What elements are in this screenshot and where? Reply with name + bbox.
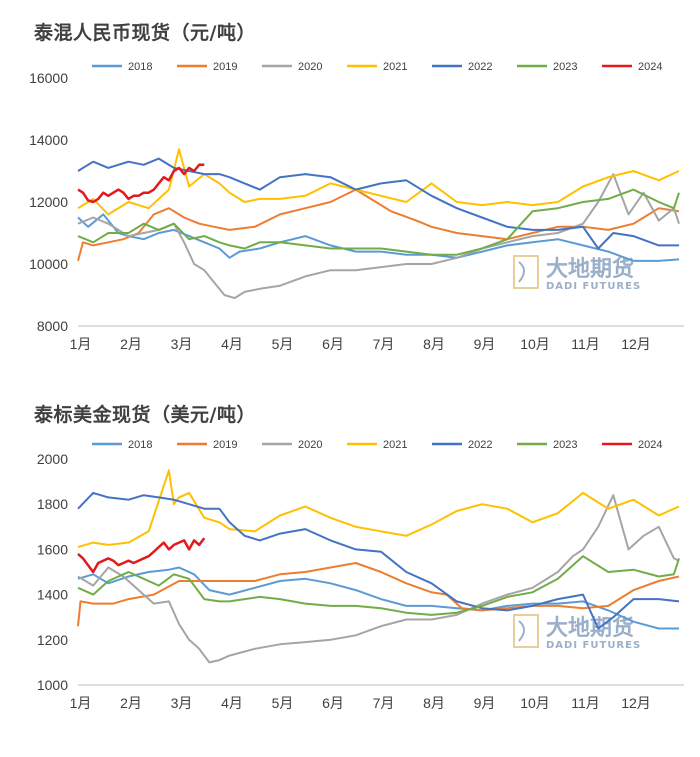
series-line-2023 (77, 555, 680, 616)
legend-label: 2020 (298, 61, 322, 73)
watermark-en: DADI FUTURES (546, 281, 641, 292)
legend-label: 2022 (468, 439, 492, 451)
x-tick-label: 11月 (571, 336, 600, 352)
series-line-2019 (77, 562, 680, 627)
series-line-2023 (77, 188, 680, 256)
legend-label: 2023 (553, 61, 577, 73)
watermark-icon (513, 614, 539, 648)
series-line-2021 (77, 148, 680, 216)
x-tick-label: 11月 (571, 695, 600, 711)
watermark-en: DADI FUTURES (546, 640, 641, 651)
x-tick-label: 3月 (171, 695, 193, 711)
x-tick-label: 12月 (621, 336, 651, 352)
y-tick-label: 12000 (29, 194, 68, 210)
x-tick-label: 6月 (322, 695, 344, 711)
watermark-icon (513, 255, 539, 289)
legend-label: 2024 (638, 439, 662, 451)
y-tick-label: 1200 (37, 632, 68, 648)
x-tick-label: 9月 (474, 336, 496, 352)
x-tick-label: 4月 (221, 336, 243, 352)
chart-2-plot: 1000 1200 1400 1600 1800 2000 1月 2月 3月 4月 5月 6月 7月 8月… (37, 439, 684, 711)
x-tick-label: 5月 (272, 695, 294, 711)
y-tick-label: 1000 (37, 677, 68, 693)
series-line-2018 (77, 213, 680, 262)
legend-label: 2023 (553, 439, 577, 451)
series-line-2022 (77, 491, 680, 630)
y-tick-label: 8000 (37, 318, 68, 334)
legend-label: 2020 (298, 439, 322, 451)
legend-label: 2021 (383, 439, 407, 451)
legend-label: 2022 (468, 61, 492, 73)
watermark-icon-curve (518, 261, 525, 283)
y-tick-label: 14000 (29, 132, 68, 148)
chart-2-title: 泰标美金现货（美元/吨） (34, 404, 256, 426)
chart-1-title: 泰混人民币现货（元/吨） (34, 22, 256, 44)
y-tick-label: 2000 (37, 451, 68, 467)
series-line-2022 (77, 157, 679, 250)
y-tick-label: 1600 (37, 541, 68, 557)
x-tick-label: 6月 (322, 336, 344, 352)
legend-label: 2019 (213, 61, 237, 73)
x-tick-label: 8月 (423, 336, 445, 352)
series-line-2018 (77, 566, 679, 630)
legend-label: 2021 (383, 61, 407, 73)
x-tick-label: 7月 (373, 336, 395, 352)
x-tick-label: 4月 (221, 695, 243, 711)
x-tick-label: 10月 (520, 336, 550, 352)
x-tick-label: 10月 (520, 695, 550, 711)
legend-label: 2018 (128, 439, 152, 451)
x-tick-label: 12月 (621, 695, 651, 711)
y-tick-label: 1800 (37, 496, 68, 512)
y-tick-label: 10000 (29, 256, 68, 272)
watermark-cn: 大地期货 (546, 615, 634, 641)
x-tick-label: 5月 (272, 336, 294, 352)
chart-1-plot: 8000 10000 12000 14000 16000 1月 2月 3月 4月 5月 6月 7月 8月… (29, 61, 684, 352)
watermark-cn: 大地期货 (546, 256, 634, 282)
x-tick-label: 3月 (171, 336, 193, 352)
legend-label: 2024 (638, 61, 662, 73)
x-tick-label: 9月 (474, 695, 496, 711)
legend-label: 2018 (128, 61, 152, 73)
x-tick-label: 7月 (373, 695, 395, 711)
series-line-2024 (77, 537, 206, 574)
y-tick-label: 1400 (37, 587, 68, 603)
x-tick-label: 1月 (70, 336, 92, 352)
series-line-2019 (77, 188, 680, 262)
x-tick-label: 2月 (120, 336, 142, 352)
series-line-2024 (77, 163, 205, 204)
watermark-icon-curve (518, 620, 525, 642)
x-tick-label: 2月 (120, 695, 142, 711)
series-line-2021 (77, 469, 680, 549)
x-tick-label: 8月 (423, 695, 445, 711)
y-tick-label: 16000 (29, 70, 68, 86)
x-tick-label: 1月 (70, 695, 92, 711)
series-line-2020 (77, 494, 680, 664)
legend-label: 2019 (213, 439, 237, 451)
